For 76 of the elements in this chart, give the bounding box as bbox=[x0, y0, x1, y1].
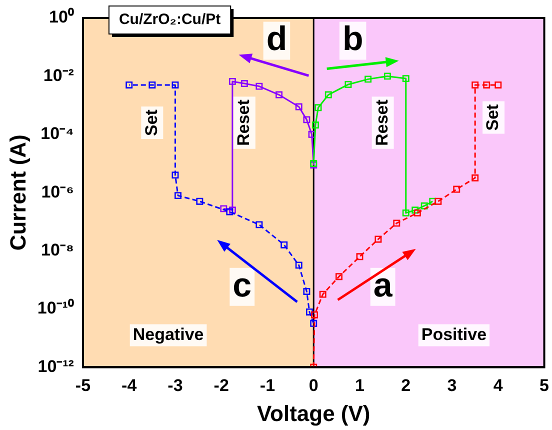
band-label: Positive bbox=[421, 324, 487, 344]
point bbox=[256, 82, 263, 90]
point bbox=[364, 76, 372, 83]
y-axis-title: Current (A) bbox=[5, 134, 30, 251]
band-label: Negative bbox=[132, 324, 204, 344]
x-tick-label: -2 bbox=[214, 376, 229, 396]
point bbox=[314, 104, 322, 112]
point bbox=[172, 172, 179, 179]
annotation: c bbox=[232, 266, 252, 304]
y-tick-label: 10⁻¹² bbox=[38, 356, 74, 376]
x-tick-label: 1 bbox=[355, 376, 364, 396]
x-tick-label: -4 bbox=[122, 376, 138, 396]
point bbox=[148, 81, 156, 88]
annotation: Set bbox=[483, 104, 502, 131]
point bbox=[472, 81, 479, 88]
point bbox=[356, 253, 364, 260]
point bbox=[308, 130, 316, 138]
annotation: d bbox=[266, 20, 288, 58]
x-tick-label: -5 bbox=[75, 376, 91, 396]
annotation: Set bbox=[142, 109, 161, 136]
point bbox=[374, 236, 382, 243]
annotation: Reset bbox=[234, 99, 254, 146]
x-tick-label: -1 bbox=[260, 376, 276, 396]
point bbox=[420, 202, 428, 210]
x-axis-title: Voltage (V) bbox=[256, 400, 370, 426]
chart-title: Cu/ZrO₂:Cu/Pt bbox=[118, 11, 221, 28]
y-tick-label: 10⁻⁸ bbox=[41, 240, 74, 260]
point bbox=[276, 91, 283, 98]
point bbox=[295, 262, 302, 269]
point bbox=[324, 91, 332, 98]
point bbox=[402, 75, 410, 82]
point bbox=[228, 78, 236, 85]
point bbox=[472, 174, 479, 182]
point bbox=[453, 186, 460, 193]
point bbox=[280, 241, 288, 248]
point bbox=[126, 81, 133, 88]
point bbox=[434, 198, 442, 205]
x-tick-label: 4 bbox=[493, 376, 504, 396]
point bbox=[312, 122, 319, 128]
x-tick-label: 3 bbox=[447, 376, 457, 396]
point bbox=[220, 205, 228, 212]
point bbox=[303, 116, 310, 124]
annotation: a bbox=[373, 266, 394, 304]
point bbox=[311, 311, 318, 318]
point bbox=[384, 72, 391, 80]
y-tick-label: 10⁻¹⁰ bbox=[37, 298, 74, 318]
point bbox=[240, 80, 248, 88]
y-tick-label: 10⁰ bbox=[49, 8, 74, 27]
point bbox=[310, 320, 318, 327]
point bbox=[414, 209, 421, 216]
point bbox=[483, 81, 490, 88]
point bbox=[412, 206, 419, 214]
x-tick-label: 0 bbox=[308, 376, 318, 396]
point bbox=[226, 208, 234, 216]
y-tick-label: 10⁻⁴ bbox=[40, 124, 74, 144]
x-tick-label: 2 bbox=[401, 376, 411, 396]
point bbox=[306, 308, 313, 316]
point bbox=[303, 288, 310, 295]
point bbox=[295, 103, 302, 110]
y-tick-label: 10⁻² bbox=[43, 66, 74, 85]
point bbox=[196, 198, 204, 205]
point bbox=[319, 290, 326, 298]
point bbox=[174, 192, 182, 200]
point bbox=[393, 220, 400, 227]
point bbox=[402, 209, 410, 216]
point bbox=[336, 273, 342, 280]
point bbox=[172, 81, 179, 88]
x-tick-label: -3 bbox=[168, 376, 183, 396]
annotation: Reset bbox=[372, 99, 392, 146]
y-tick-label: 10⁻⁶ bbox=[41, 182, 74, 202]
point bbox=[256, 221, 263, 228]
point bbox=[344, 80, 352, 88]
point bbox=[494, 81, 502, 88]
x-tick-label: 5 bbox=[540, 376, 550, 396]
point bbox=[228, 206, 236, 214]
annotation: b bbox=[342, 20, 364, 58]
